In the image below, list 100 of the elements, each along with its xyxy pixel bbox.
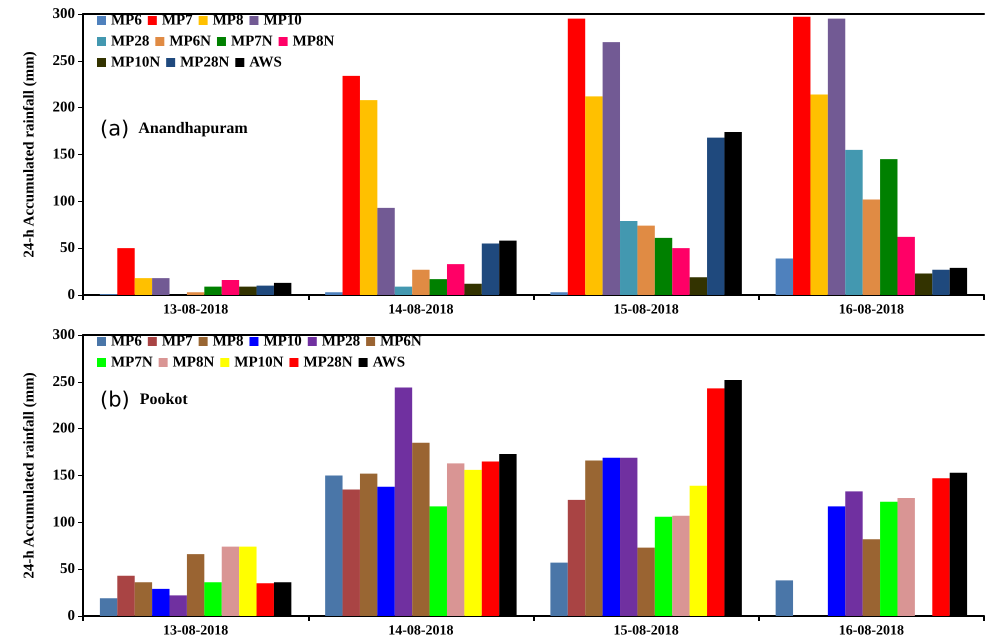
bar xyxy=(620,221,638,295)
x-tick-label: 15-08-2018 xyxy=(613,624,679,638)
bar xyxy=(585,460,603,616)
bar xyxy=(897,498,915,616)
legend-label: MP7N xyxy=(111,354,153,370)
bar xyxy=(152,278,170,295)
bar xyxy=(602,42,620,295)
x-tick-label: 14-08-2018 xyxy=(388,302,454,318)
bar xyxy=(170,595,187,616)
bar xyxy=(880,502,898,616)
y-tick-label: 200 xyxy=(52,100,75,116)
legend-label: AWS xyxy=(372,354,406,370)
bar xyxy=(707,388,724,616)
bar xyxy=(672,516,690,616)
x-tick-label: 13-08-2018 xyxy=(162,302,228,318)
bar xyxy=(637,226,655,295)
y-tick-label: 50 xyxy=(60,561,75,578)
y-tick-label: 150 xyxy=(52,146,75,162)
bar xyxy=(862,539,880,616)
bar xyxy=(776,258,794,295)
bar xyxy=(690,277,708,295)
bar xyxy=(862,199,880,295)
bar xyxy=(464,284,482,295)
bar xyxy=(186,554,204,616)
legend-label: AWS xyxy=(249,54,282,70)
bar xyxy=(845,491,863,616)
bar xyxy=(446,264,464,295)
bar xyxy=(482,461,500,616)
y-tick-label: 100 xyxy=(52,193,75,210)
bar xyxy=(793,16,810,295)
legend-label: MP10N xyxy=(234,354,284,370)
bar xyxy=(222,280,240,295)
y-tick-label: 150 xyxy=(52,468,75,484)
bar xyxy=(134,582,152,616)
bar xyxy=(810,94,828,295)
legend-label: MP6N xyxy=(169,34,212,50)
bar xyxy=(256,583,274,616)
bar xyxy=(256,286,274,295)
bar xyxy=(828,506,846,616)
bar xyxy=(707,138,724,295)
bar xyxy=(637,548,655,616)
bar xyxy=(914,273,932,295)
legend-label: MP7N xyxy=(230,34,273,50)
bar xyxy=(186,292,204,295)
bar xyxy=(654,516,672,616)
bar xyxy=(377,208,395,295)
bar xyxy=(204,286,222,295)
y-tick-label: 200 xyxy=(52,420,75,437)
y-axis-title: 24-h Accumulated rainfall (mm) xyxy=(22,372,38,579)
bar xyxy=(620,458,638,616)
annotation: (b) Pookot xyxy=(100,388,188,412)
bar xyxy=(828,18,846,295)
bar xyxy=(325,476,343,616)
bar xyxy=(932,478,950,616)
y-tick-label: 0 xyxy=(68,608,75,624)
bar xyxy=(568,18,586,295)
bar xyxy=(394,387,412,616)
y-tick-label: 100 xyxy=(52,514,75,530)
bar xyxy=(654,238,672,295)
bar xyxy=(845,150,863,295)
legend-label: MP8N xyxy=(292,34,334,50)
bar xyxy=(239,546,257,616)
bar xyxy=(239,286,257,295)
bar xyxy=(117,248,135,295)
bar xyxy=(464,470,482,616)
bar xyxy=(325,292,343,295)
legend-label: MP28N xyxy=(180,54,230,70)
y-axis-title: 24-h Accumulated rainfall (mm) xyxy=(22,51,38,258)
y-tick-label: 250 xyxy=(52,52,75,69)
legend-label: MP10 xyxy=(263,12,302,28)
bar xyxy=(897,236,915,295)
y-tick-label: 250 xyxy=(52,374,75,390)
bar xyxy=(932,270,950,295)
bar xyxy=(430,279,447,295)
bar xyxy=(342,76,360,295)
bar xyxy=(550,292,568,295)
bar xyxy=(360,474,378,616)
bar xyxy=(412,270,430,295)
x-tick-label: 15-08-2018 xyxy=(613,302,679,318)
bar xyxy=(550,562,568,616)
y-tick-label: 300 xyxy=(52,327,75,343)
legend-label: MP10 xyxy=(263,334,302,350)
bar xyxy=(100,598,118,616)
bar xyxy=(222,546,240,616)
bar xyxy=(776,580,794,616)
bar xyxy=(672,248,690,295)
bar xyxy=(394,286,412,295)
bar xyxy=(585,96,603,295)
x-tick-label: 13-08-2018 xyxy=(162,624,228,638)
annotation: (a) Anandhapuram xyxy=(100,116,248,140)
x-tick-label: 14-08-2018 xyxy=(388,624,454,638)
bar xyxy=(602,458,620,616)
bar xyxy=(204,582,222,616)
bar xyxy=(412,442,430,616)
legend-label: MP8N xyxy=(172,354,214,370)
x-tick-label: 16-08-2018 xyxy=(838,624,904,638)
bar xyxy=(117,576,135,616)
legend-label: MP28 xyxy=(111,34,150,50)
legend-label: MP28N xyxy=(303,354,353,370)
bar xyxy=(880,159,898,295)
